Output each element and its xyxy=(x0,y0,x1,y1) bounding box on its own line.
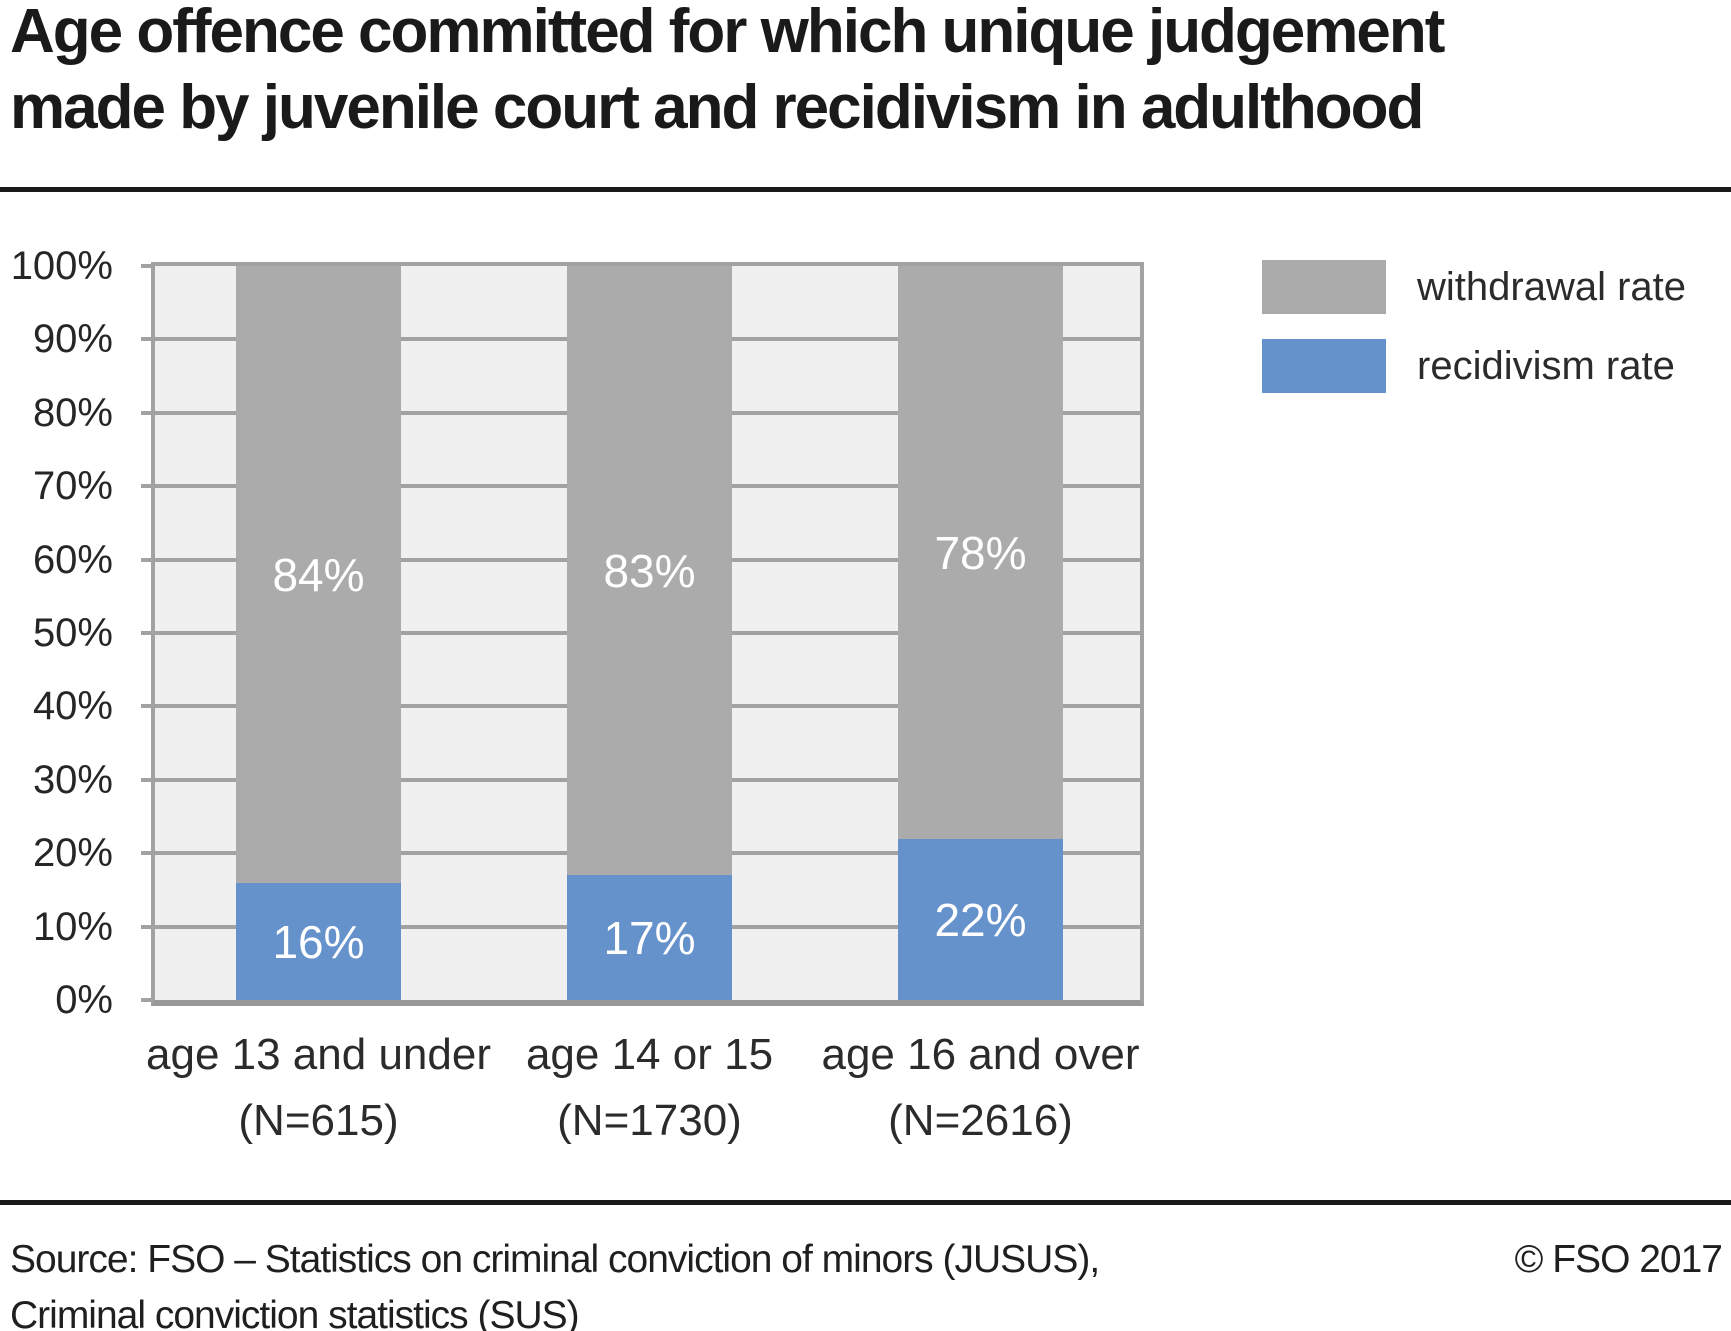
tick-mark xyxy=(141,998,153,1002)
legend-label-withdrawal: withdrawal rate xyxy=(1417,264,1687,309)
bar-segment-recidivism: 22% xyxy=(898,839,1063,1000)
bar-value-label: 83% xyxy=(603,544,696,597)
x-axis-category-name: age 16 and over xyxy=(821,1030,1140,1079)
y-axis-tick-label: 0% xyxy=(55,978,113,1022)
chart-title: Age offence committed for which unique j… xyxy=(10,0,1445,142)
tick-mark xyxy=(141,484,153,489)
title-divider xyxy=(0,187,1731,192)
bar-segment-withdrawal: 78% xyxy=(898,266,1063,839)
y-axis-tick-label: 60% xyxy=(32,537,113,582)
tick-mark xyxy=(141,631,153,635)
legend-item-withdrawal: withdrawal rate xyxy=(1262,260,1686,314)
x-axis-category-name: age 13 and under xyxy=(146,1030,491,1079)
bar-segment-recidivism: 16% xyxy=(236,883,401,1000)
bar-segment-recidivism: 17% xyxy=(567,875,732,1000)
footer-divider xyxy=(0,1200,1731,1205)
legend: withdrawal rate recidivism rate xyxy=(1262,260,1686,418)
bar-value-label: 84% xyxy=(272,548,365,601)
y-axis-tick-label: 10% xyxy=(32,904,113,949)
y-axis-tick-label: 100% xyxy=(10,244,113,288)
source-line-1: Source: FSO – Statistics on criminal con… xyxy=(10,1238,1100,1281)
x-axis-category-n: (N=1730) xyxy=(557,1096,742,1145)
tick-mark xyxy=(141,851,153,856)
tick-mark xyxy=(141,924,153,929)
tick-mark xyxy=(141,264,153,268)
tick-mark xyxy=(141,337,153,342)
tick-mark xyxy=(141,777,153,782)
y-axis-tick-label: 40% xyxy=(32,684,113,729)
x-axis-category-label: age 16 and over (N=2616) xyxy=(731,1022,1231,1154)
y-axis-tick-label: 50% xyxy=(32,611,113,655)
y-axis-tick-label: 70% xyxy=(32,464,113,509)
bar-value-label: 78% xyxy=(934,526,1027,579)
y-axis-tick-label: 30% xyxy=(32,757,113,802)
legend-swatch-recidivism xyxy=(1262,339,1386,393)
bar-value-label: 16% xyxy=(272,915,365,968)
legend-item-recidivism: recidivism rate xyxy=(1262,339,1686,393)
bar-value-label: 17% xyxy=(603,911,696,964)
x-axis-category-label: age 14 or 15 (N=1730) xyxy=(400,1022,900,1154)
x-axis-category-n: (N=2616) xyxy=(888,1096,1073,1145)
x-axis-category-label: age 13 and under (N=615) xyxy=(69,1022,569,1154)
legend-label-recidivism: recidivism rate xyxy=(1417,343,1675,388)
y-axis-tick-label: 90% xyxy=(32,317,113,362)
tick-mark xyxy=(141,410,153,415)
y-axis-tick-label: 80% xyxy=(32,390,113,435)
bar-value-label: 22% xyxy=(934,893,1027,946)
x-axis-category-n: (N=615) xyxy=(238,1096,399,1145)
y-axis-tick-label: 20% xyxy=(32,831,113,876)
tick-mark xyxy=(141,557,153,562)
copyright: © FSO 2017 xyxy=(1514,1238,1723,1281)
plot-area: 16% 84% 17% 83% 22% 78% xyxy=(151,262,1144,1006)
x-axis-category-name: age 14 or 15 xyxy=(525,1030,774,1079)
source-note: Source: FSO – Statistics on criminal con… xyxy=(10,1232,1100,1331)
bar-segment-withdrawal: 84% xyxy=(236,266,401,883)
source-line-2: Criminal conviction statistics (SUS) xyxy=(10,1294,580,1331)
legend-swatch-withdrawal xyxy=(1262,260,1386,314)
bar-segment-withdrawal: 83% xyxy=(567,266,732,875)
tick-mark xyxy=(141,704,153,709)
